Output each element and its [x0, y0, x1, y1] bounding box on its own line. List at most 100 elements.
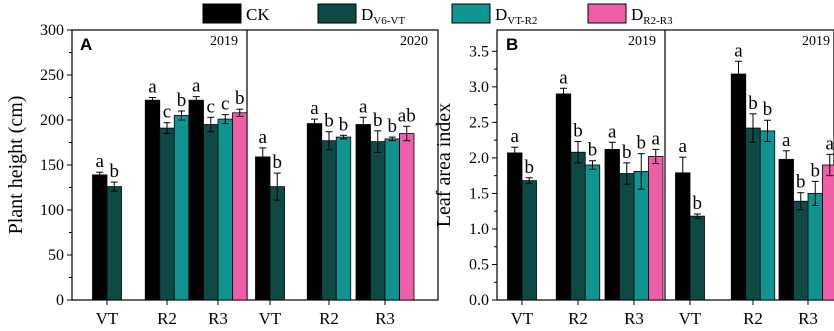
significance-letter: b: [573, 121, 583, 142]
bar-dr2-r3-r3: [822, 164, 834, 301]
panel-letter: A: [80, 35, 92, 54]
bar-ck-r3: [188, 99, 204, 301]
legend-swatch-3: [451, 3, 491, 24]
y-tick-label: 1.5: [469, 185, 489, 202]
bar-dvt-r2-r3: [384, 138, 400, 301]
significance-letter: a: [734, 40, 743, 61]
bar-dvt-r2-r3: [807, 193, 823, 301]
legend: CK DV6-VT DVT-R2 DR2-R3: [202, 3, 673, 27]
significance-letter: a: [259, 127, 268, 148]
legend-swatch-4: [587, 3, 627, 24]
significance-letter: b: [373, 110, 383, 131]
significance-letter: a: [148, 77, 157, 98]
significance-letter: a: [511, 126, 520, 147]
year-label: 2019: [210, 34, 238, 49]
significance-letter: a: [679, 136, 688, 157]
panel-letter: B: [506, 35, 518, 54]
significance-letter: b: [177, 90, 187, 111]
significance-letter: a: [608, 121, 617, 142]
panel-b: 0.0 0.5 1.0 1.5 2.0 2.5 3.0 3.5 Leaf area index B…: [433, 29, 834, 328]
y-axis-label: Leaf area index: [433, 103, 455, 227]
significance-letter: c: [163, 102, 171, 123]
significance-letter: b: [525, 157, 535, 178]
legend-label-2: DV6-VT: [361, 5, 405, 27]
significance-letter: b: [324, 111, 334, 132]
legend-swatch-1: [202, 3, 242, 24]
significance-letter: c: [207, 96, 215, 117]
year-label: 2019: [802, 34, 830, 49]
significance-letter: b: [637, 133, 647, 154]
bar-dvt-r2-r2: [759, 130, 776, 301]
significance-letter: b: [110, 161, 120, 182]
bar-dv6-vt-vt: [106, 186, 122, 301]
significance-letter: b: [388, 116, 398, 137]
significance-letter: b: [339, 114, 349, 135]
y-tick-label: 50: [48, 247, 64, 264]
significance-letter: b: [588, 140, 598, 161]
bar-ck-vt: [507, 152, 523, 301]
legend-label-1: CK: [246, 5, 270, 24]
bar-dv6-vt-r2: [570, 151, 586, 301]
y-tick-label: 0.5: [469, 256, 489, 273]
significance-letter: a: [782, 130, 791, 151]
significance-letter: b: [748, 93, 758, 114]
significance-letter: a: [96, 151, 105, 172]
significance-letter: a: [652, 128, 661, 149]
bar-dr2-r3-r3: [232, 112, 248, 301]
y-tick-label: 1.0: [469, 221, 489, 238]
bar-dv6-vt-r2: [745, 127, 761, 301]
significance-letter: b: [693, 193, 703, 214]
significance-letter: a: [192, 76, 201, 97]
significance-letter: b: [622, 142, 632, 163]
bar-dv6-vt-vt: [689, 215, 705, 301]
y-tick-label: 150: [40, 157, 64, 174]
legend-swatch-2: [317, 3, 357, 24]
bar-ck-r3: [778, 158, 794, 301]
panel-a: 0 50 100 150 200 250 300 Plant height (cm) A 2019…: [5, 22, 439, 328]
bar-dvt-r2-r2: [173, 115, 190, 301]
significance-letter: ab: [398, 105, 416, 126]
x-tick-label: VT: [96, 309, 119, 328]
significance-letter: a: [559, 67, 568, 88]
x-tick-label: R3: [375, 309, 395, 328]
x-tick-label: R2: [743, 309, 763, 328]
bar-dv6-vt-vt: [269, 186, 285, 301]
significance-letter: b: [235, 88, 245, 109]
bar-ck-r3: [604, 148, 620, 301]
y-tick-label: 300: [40, 22, 64, 39]
year-label: 2019: [628, 34, 656, 49]
significance-letter: b: [273, 152, 283, 173]
significance-letter: a: [310, 98, 319, 119]
y-axis-label: Plant height (cm): [5, 96, 27, 235]
year-label: 2020: [400, 34, 428, 49]
significance-letter: b: [796, 172, 806, 193]
y-tick-label: 250: [40, 67, 64, 84]
bar-dv6-vt-r2: [159, 127, 175, 301]
bar-dvt-r2-r2: [584, 164, 601, 301]
y-tick-label: 0: [56, 292, 64, 309]
bar-ck-r2: [306, 123, 323, 301]
bar-dv6-vt-r2: [321, 140, 337, 301]
y-tick-label: 200: [40, 112, 64, 129]
bar-ck-vt: [675, 172, 691, 301]
y-tick-label: 3.5: [469, 43, 489, 60]
x-tick-label: R2: [568, 309, 588, 328]
bar-dvt-r2-r3: [633, 170, 649, 301]
bar-dvt-r2-r2: [335, 136, 352, 301]
bar-dv6-vt-r3: [619, 173, 635, 301]
x-tick-label: R3: [208, 309, 228, 328]
bar-ck-r2: [144, 99, 161, 301]
bar-ck-vt: [92, 174, 108, 301]
x-tick-label: VT: [679, 309, 702, 328]
y-tick-label: 100: [40, 202, 64, 219]
significance-letter: c: [221, 94, 229, 115]
x-tick-label: R2: [157, 309, 177, 328]
x-tick-label: VT: [511, 309, 534, 328]
legend-label-4: DR2-R3: [631, 5, 673, 27]
bar-dvt-r2-r3: [217, 118, 233, 301]
bar-ck-r3: [355, 124, 371, 301]
bar-ck-vt: [255, 156, 271, 301]
significance-letter: b: [763, 99, 773, 120]
bar-ck-r2: [730, 73, 747, 301]
